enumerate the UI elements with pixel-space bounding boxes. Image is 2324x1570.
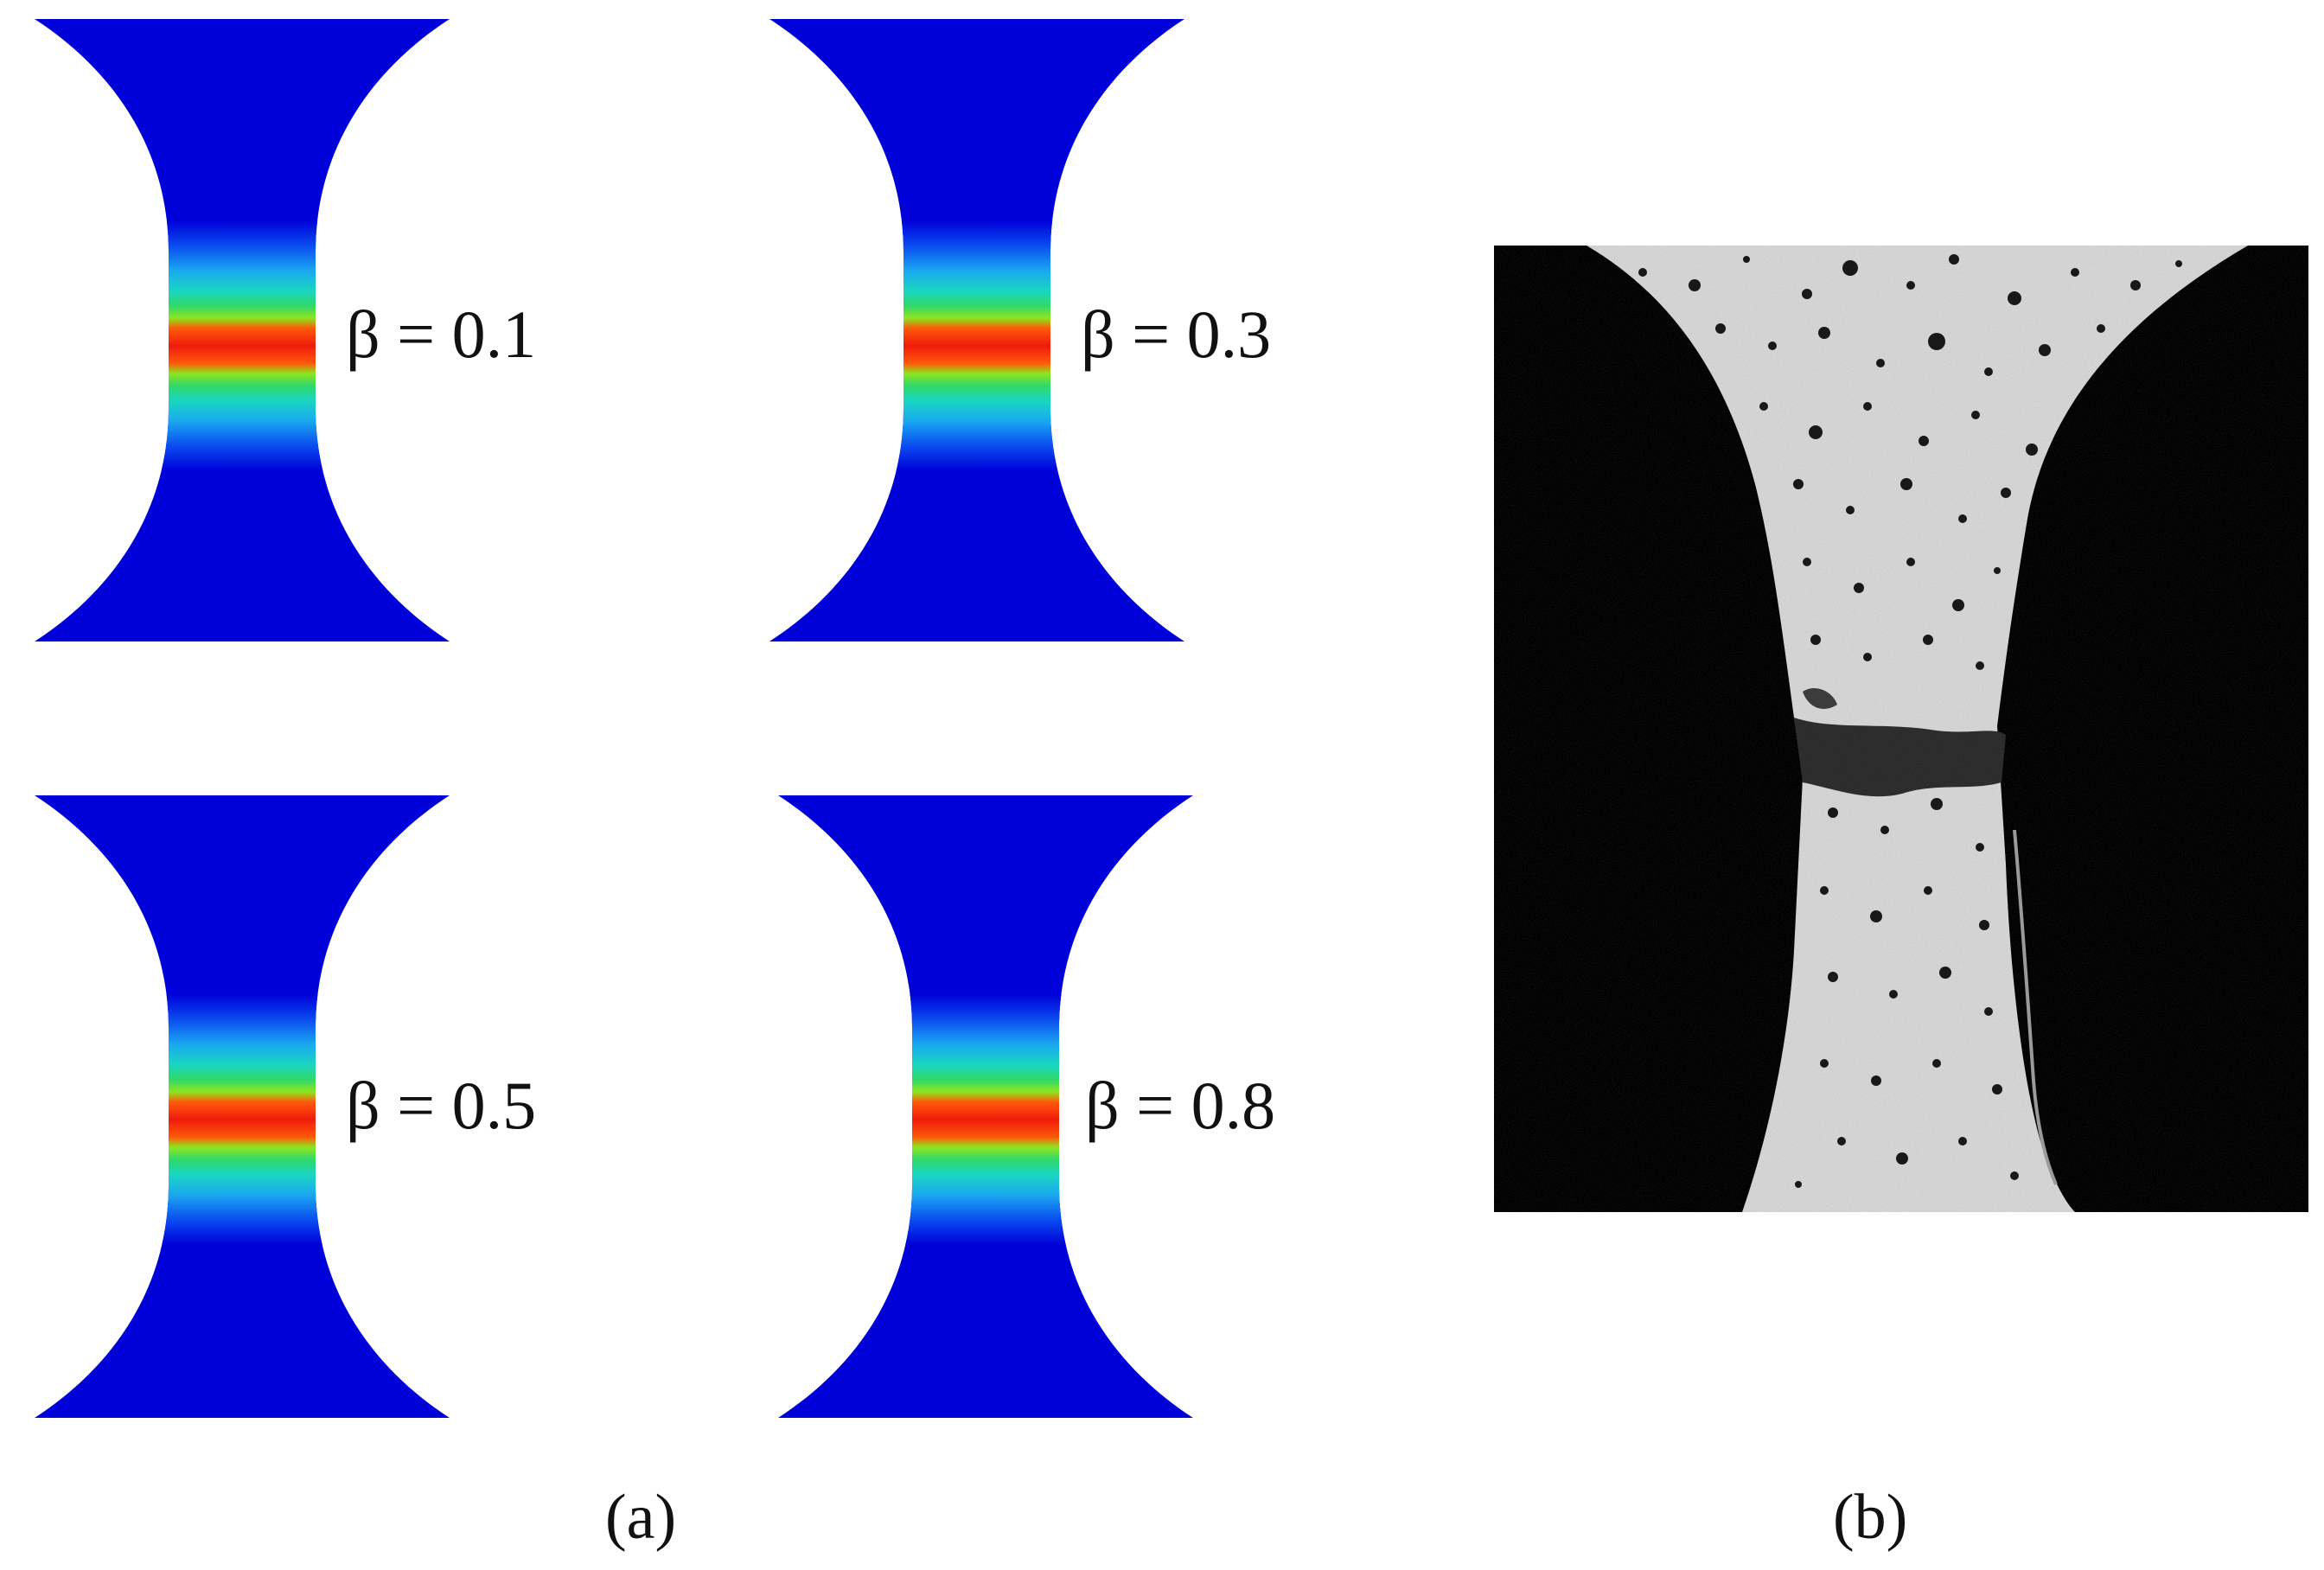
beta-label-0-8: β = 0.8 (1085, 1068, 1276, 1143)
beta-label-0-5: β = 0.5 (346, 1068, 537, 1143)
beta-label-0-1: β = 0.1 (346, 297, 537, 372)
caption-a: (a) (605, 1482, 677, 1553)
panel-a (35, 19, 1193, 1418)
specimen-photo (1494, 246, 2308, 1212)
beta-label-0-3: β = 0.3 (1081, 297, 1272, 372)
caption-b: (b) (1833, 1482, 1908, 1553)
